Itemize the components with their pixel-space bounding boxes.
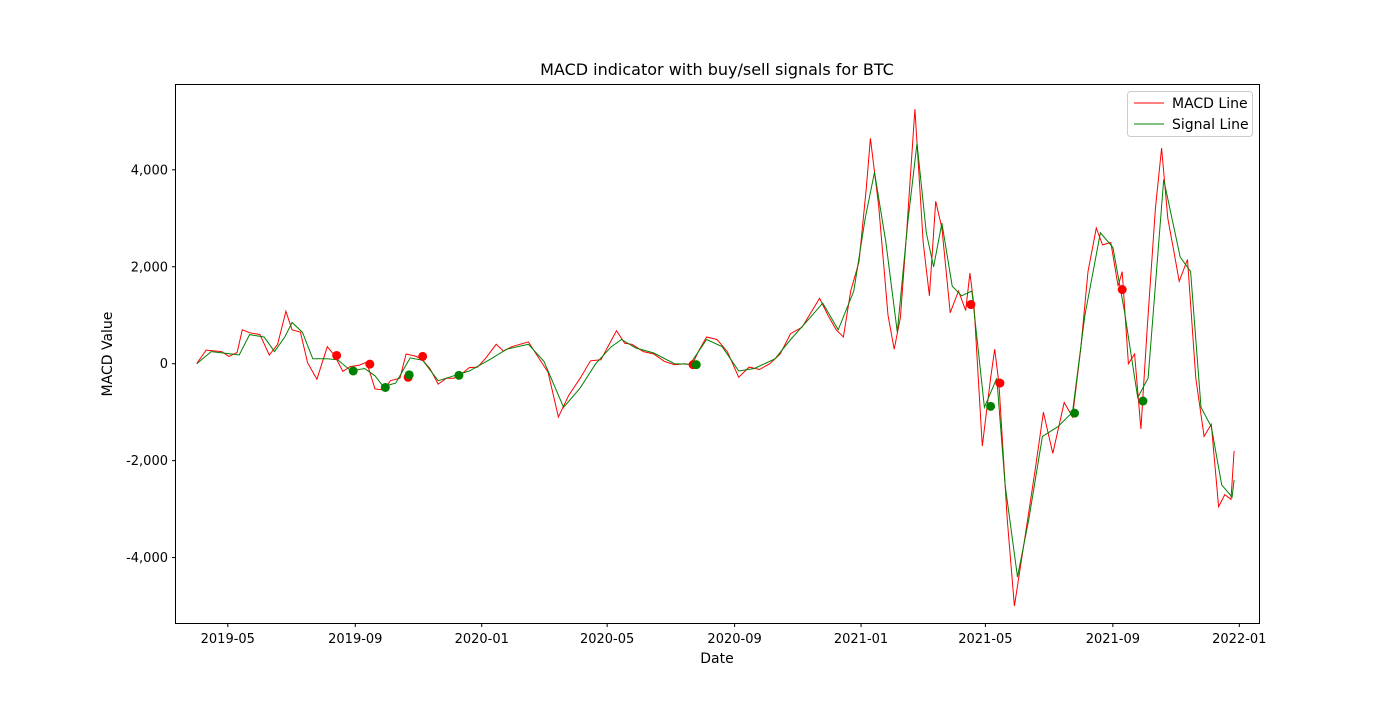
y-tick-label: 0 <box>160 357 168 372</box>
buy-signal-marker <box>404 370 414 380</box>
buy-signal-marker <box>986 401 996 411</box>
buy-signal-marker <box>454 370 464 380</box>
y-axis: 4,000 2,000 0 -2,000 -4,000 <box>126 163 176 566</box>
x-tick-label: 2019-09 <box>328 632 382 647</box>
x-tick-label: 2020-01 <box>455 632 509 647</box>
x-tick-label: 2021-09 <box>1086 632 1140 647</box>
plot-area-frame <box>175 84 1260 624</box>
x-tick-label: 2022-01 <box>1212 632 1266 647</box>
buy-signal-marker <box>1138 396 1148 406</box>
x-tick-label: 2019-05 <box>201 632 255 647</box>
x-tick-label: 2021-01 <box>834 632 888 647</box>
buy-signal-marker <box>380 382 390 392</box>
buy-signal-marker <box>348 366 358 376</box>
sell-signal-marker <box>332 350 342 360</box>
sell-signal-marker <box>365 359 375 369</box>
chart-title: MACD indicator with buy/sell signals for… <box>540 60 894 79</box>
sell-signal-marker <box>966 300 976 310</box>
x-tick-label: 2020-09 <box>707 632 761 647</box>
y-tick-label: 2,000 <box>131 260 168 275</box>
x-axis: 2019-05 2019-09 2020-01 2020-05 2020-09 2021-… <box>201 623 1266 647</box>
sell-signal-marker <box>995 378 1005 388</box>
y-tick-label: -2,000 <box>126 454 168 469</box>
signal-line <box>196 143 1235 578</box>
x-axis-label: Date <box>700 651 733 667</box>
series-lines <box>196 109 1235 607</box>
sell-signal-marker <box>418 351 428 361</box>
legend-signal-label: Signal Line <box>1172 117 1249 133</box>
x-tick-label: 2021-05 <box>958 632 1012 647</box>
signal-markers <box>332 285 1148 418</box>
legend: MACD Line Signal Line <box>1127 91 1253 137</box>
macd-line <box>196 109 1235 607</box>
x-tick-label: 2020-05 <box>580 632 634 647</box>
legend-macd-label: MACD Line <box>1172 96 1248 112</box>
buy-signal-marker <box>1070 408 1080 418</box>
buy-signal-marker <box>691 360 701 370</box>
y-tick-label: 4,000 <box>131 163 168 178</box>
y-axis-label: MACD Value <box>100 312 116 397</box>
y-tick-label: -4,000 <box>126 551 168 566</box>
sell-signal-marker <box>1117 285 1127 295</box>
